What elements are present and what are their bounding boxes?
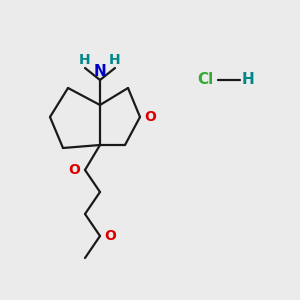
Text: H: H (109, 53, 121, 67)
Text: N: N (94, 64, 106, 79)
Text: O: O (104, 229, 116, 243)
Text: O: O (68, 163, 80, 177)
Text: O: O (144, 110, 156, 124)
Text: H: H (79, 53, 91, 67)
Text: H: H (242, 73, 254, 88)
Text: Cl: Cl (197, 73, 213, 88)
